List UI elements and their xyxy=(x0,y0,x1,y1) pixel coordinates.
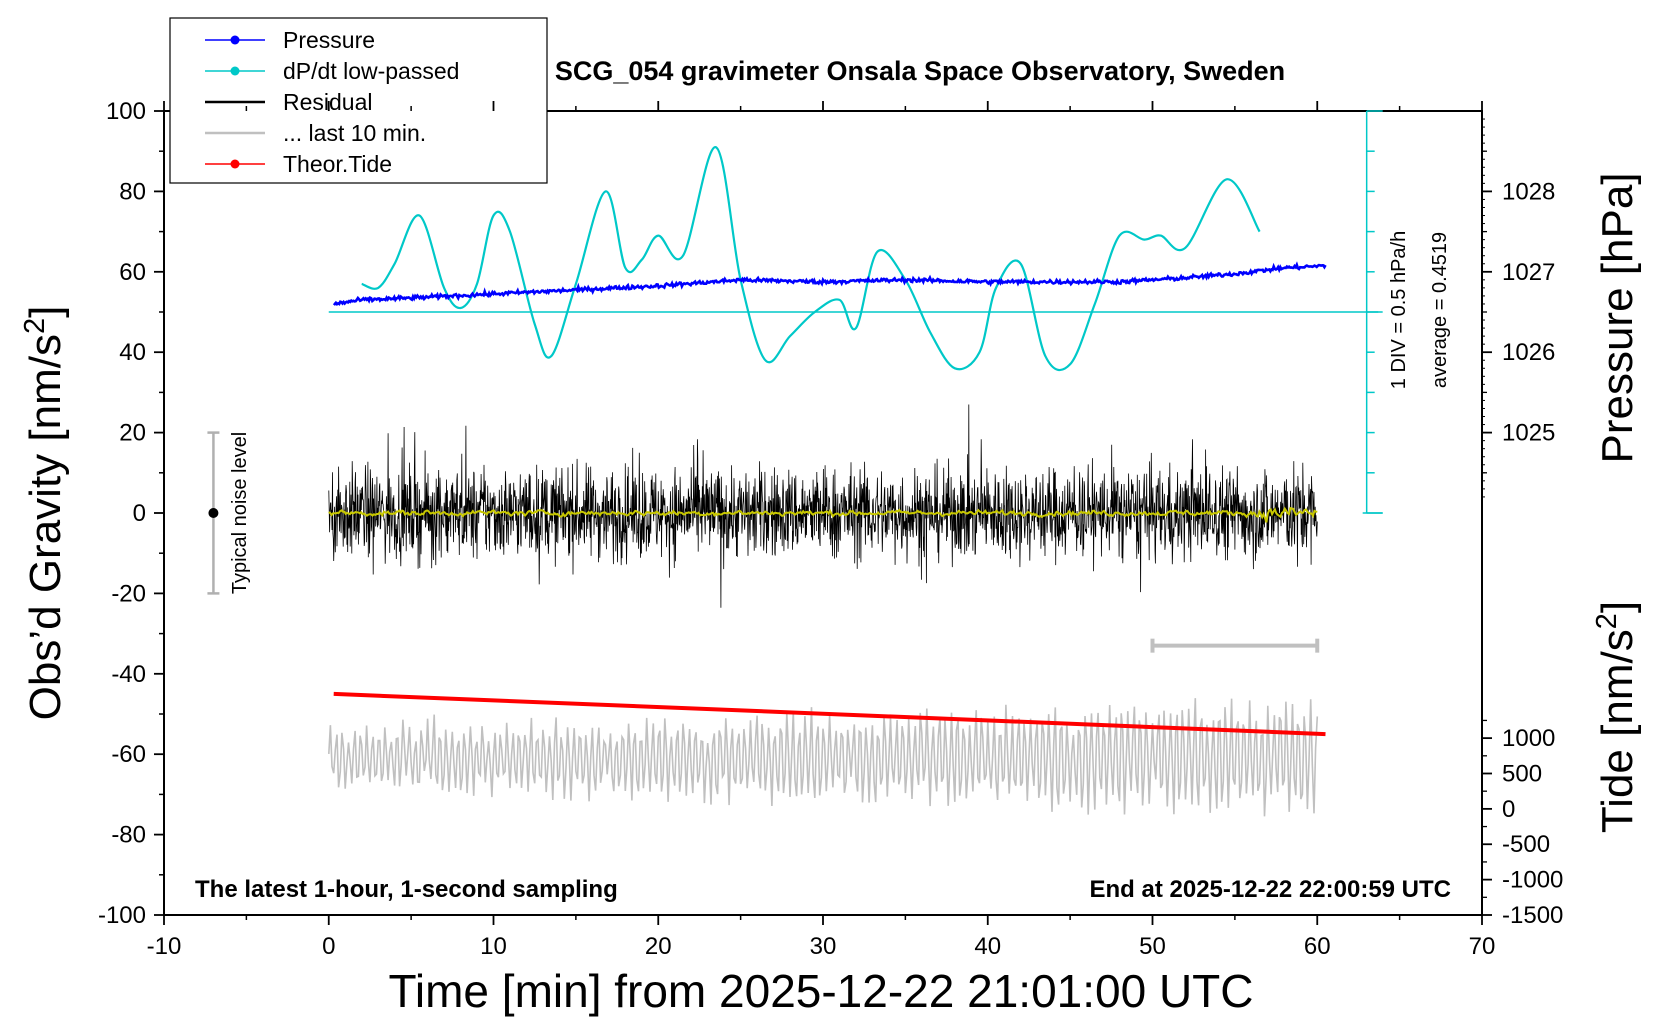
series-last-10-min xyxy=(328,698,1319,817)
noise-level-dot xyxy=(208,508,219,518)
y-tick-label: -60 xyxy=(111,741,146,768)
legend-label: Theor.Tide xyxy=(283,151,392,177)
series-layer xyxy=(207,110,1383,817)
x-tick-label: 30 xyxy=(810,933,837,960)
legend-label: dP/dt low-passed xyxy=(283,58,459,84)
x-axis-label: Time [min] from 2025-12-22 21:01:00 UTC xyxy=(389,965,1254,1017)
y-tick-label: 0 xyxy=(133,500,146,527)
y-axis-label-left: Obs’d Gravity [nm/s2] xyxy=(19,306,70,721)
dpdt-scale-bar xyxy=(1362,110,1383,514)
noise-level-indicator xyxy=(207,431,220,595)
legend: Pressure dP/dt low-passed Residual ... last… xyxy=(169,17,548,184)
series-dpdt-low-passed xyxy=(361,146,1261,372)
x-tick-label: 0 xyxy=(322,933,335,960)
pressure-tick-label: 1025 xyxy=(1502,420,1555,447)
pressure-tick-label: 1028 xyxy=(1502,178,1555,205)
y-tick-label: 80 xyxy=(119,178,146,205)
legend-label: Residual xyxy=(283,89,373,115)
tide-tick-label: 1000 xyxy=(1502,725,1555,752)
tide-tick-label: -500 xyxy=(1502,831,1550,858)
pressure-tick-label: 1027 xyxy=(1502,259,1555,286)
last-10-min-bar xyxy=(1150,638,1320,653)
tide-tick-label: -1000 xyxy=(1502,867,1563,894)
noise-label: Typical noise level xyxy=(229,432,251,594)
series-residual xyxy=(328,404,1318,608)
bottom-right-note: End at 2025-12-22 22:00:59 UTC xyxy=(1090,876,1452,903)
series-residual-low-passed xyxy=(328,506,1318,523)
y-tick-label: -40 xyxy=(111,661,146,688)
y-tick-label: -80 xyxy=(111,822,146,849)
x-tick-label: 20 xyxy=(645,933,672,960)
x-tick-label: 70 xyxy=(1469,933,1496,960)
x-tick-label: 50 xyxy=(1139,933,1166,960)
y-axis-label-pressure: Pressure [hPa] xyxy=(1593,172,1642,463)
x-tick-label: -10 xyxy=(147,933,182,960)
axes-layer: -10 0 10 20 30 40 50 60 70-100-80-60-40-20020406… xyxy=(98,98,1563,960)
legend-marker xyxy=(230,35,240,45)
y-tick-label: 40 xyxy=(119,339,146,366)
legend-marker xyxy=(230,66,240,76)
bottom-left-note: The latest 1-hour, 1-second sampling xyxy=(195,876,618,903)
y-tick-label: -100 xyxy=(98,902,146,929)
y-tick-label: -20 xyxy=(111,580,146,607)
x-tick-label: 60 xyxy=(1304,933,1331,960)
pressure-tick-label: 1026 xyxy=(1502,339,1555,366)
tide-tick-label: -1500 xyxy=(1502,902,1563,929)
legend-label: ... last 10 min. xyxy=(283,120,426,146)
series-pressure xyxy=(332,261,1327,307)
div-label: 1 DIV = 0.5 hPa/h xyxy=(1388,231,1410,389)
y-tick-label: 100 xyxy=(106,98,146,125)
y-axis-label-tide: Tide [nm/s2] xyxy=(1591,601,1642,833)
series-theor-tide xyxy=(333,691,1326,737)
average-label: average = 0.4519 xyxy=(1429,232,1451,388)
chart-title: SCG_054 gravimeter Onsala Space Observat… xyxy=(555,56,1285,86)
y-tick-label: 60 xyxy=(119,259,146,286)
legend-box xyxy=(169,17,548,184)
tide-tick-label: 0 xyxy=(1502,796,1515,823)
x-tick-label: 10 xyxy=(480,933,507,960)
legend-marker xyxy=(230,159,240,169)
y-tick-label: 20 xyxy=(119,420,146,447)
tide-tick-label: 500 xyxy=(1502,760,1542,787)
legend-label: Pressure xyxy=(283,27,375,53)
x-tick-label: 40 xyxy=(974,933,1001,960)
